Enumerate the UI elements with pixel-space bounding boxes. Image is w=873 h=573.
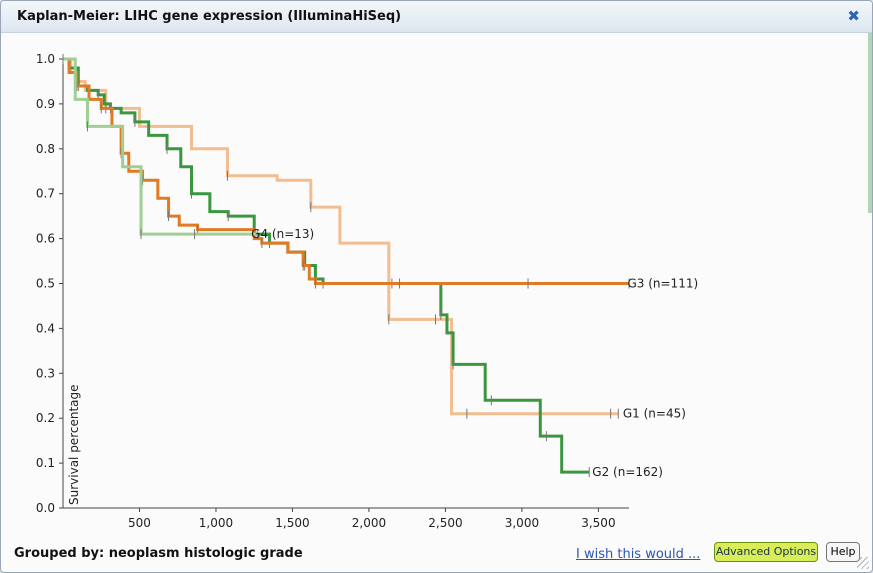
series-line-3	[63, 57, 258, 236]
series-line-2	[63, 57, 629, 285]
y-axis-label: Survival percentage	[67, 384, 81, 505]
advanced-options-button[interactable]: Advanced Options	[714, 542, 818, 562]
y-tick-label-9: 0.9	[36, 97, 55, 111]
survival-chart: 0.0 0.1 0.2 0.3 0.4 0.5 0.6 0.7 0.8 0.9 1.0 500 1,00…	[36, 52, 698, 530]
y-tick-label-7: 0.7	[36, 187, 55, 201]
x-tick-label-6: 3,500	[581, 516, 615, 530]
wish-link[interactable]: I wish this would ...	[576, 547, 701, 562]
x-tick-label-0: 500	[128, 516, 151, 530]
close-icon[interactable]: ✖	[847, 7, 860, 25]
x-tick-label-3: 2,000	[352, 516, 386, 530]
y-tick-label-5: 0.5	[36, 277, 55, 291]
series-line-1	[63, 57, 590, 474]
y-tick-label-0: 0.0	[36, 501, 55, 515]
y-tick-label-3: 0.3	[36, 366, 55, 380]
y-tick-label-1: 0.1	[36, 456, 55, 470]
series-label-2: G3 (n=111)	[627, 277, 698, 291]
help-button[interactable]: Help	[826, 542, 860, 562]
y-tick-label-2: 0.2	[36, 411, 55, 425]
y-tick-label-6: 0.6	[36, 232, 55, 246]
x-tick-label-2: 1,500	[275, 516, 309, 530]
series-label-0: G1 (n=45)	[623, 407, 686, 421]
series-label-1: G2 (n=162)	[592, 465, 663, 479]
resize-handle[interactable]	[857, 557, 869, 569]
scroll-indicator	[868, 33, 872, 213]
y-tick-label-4: 0.4	[36, 321, 55, 335]
series-label-3: G4 (n=13)	[251, 227, 314, 241]
window-titlebar[interactable]: Kaplan-Meier: LIHC gene expression (Illu…	[1, 1, 872, 33]
x-tick-label-1: 1,000	[199, 516, 233, 530]
x-tick-label-4: 2,500	[428, 516, 462, 530]
x-tick-label-5: 3,000	[505, 516, 539, 530]
y-tick-label-10: 1.0	[36, 52, 55, 66]
grouped-by-label: Grouped by: neoplasm histologic grade	[14, 546, 303, 561]
window-title: Kaplan-Meier: LIHC gene expression (Illu…	[17, 9, 402, 24]
y-tick-label-8: 0.8	[36, 142, 55, 156]
series-line-0	[63, 57, 619, 416]
